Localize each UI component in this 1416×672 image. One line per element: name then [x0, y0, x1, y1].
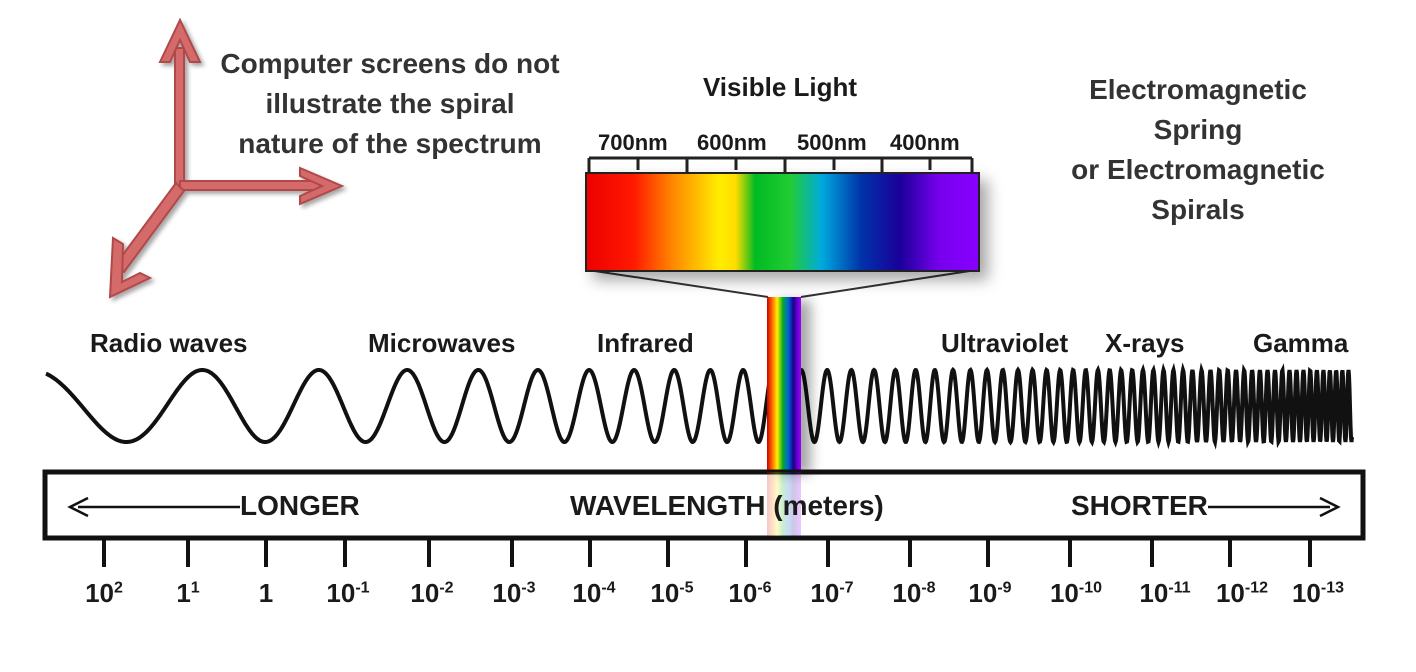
scale-exp: -5	[679, 579, 694, 597]
scale-label: 10-13	[1292, 578, 1344, 609]
scale-exp: -4	[601, 579, 616, 597]
visible-light-title: Visible Light	[702, 72, 858, 102]
longer-label: LONGER	[240, 490, 360, 521]
visible-spectrum-gradient	[585, 172, 980, 272]
visible-light-stripe	[767, 297, 801, 470]
band-microwaves: Microwaves	[368, 328, 516, 358]
em-note-line-3: or Electromagnetic	[1071, 154, 1325, 185]
wave-line	[45, 362, 1354, 450]
screens-note-line-3: nature of the spectrum	[238, 128, 542, 159]
scale-label: 10-10	[1050, 578, 1102, 609]
scale-base: 10	[1215, 578, 1245, 608]
scale-base: 10	[810, 578, 840, 608]
nm-label-500: 500nm	[797, 130, 867, 155]
scale-label: 10-7	[810, 578, 853, 609]
wavelength-label: WAVELENGTH (meters)	[570, 490, 884, 521]
scale-base: 10	[968, 578, 998, 608]
scale-base: 10	[1049, 578, 1079, 608]
scale-exp: -1	[355, 579, 370, 597]
scale-label: 10-12	[1216, 578, 1268, 609]
screens-note-line-1: Computer screens do not	[220, 48, 560, 79]
nm-label-400: 400nm	[890, 130, 960, 155]
nm-label-600: 600nm	[697, 130, 767, 155]
scale-label: 10-3	[492, 578, 535, 609]
em-note-line-1: Electromagnetic	[1089, 74, 1307, 105]
scale-base: 10	[572, 578, 602, 608]
scale-exp: -2	[439, 579, 454, 597]
band-infrared: Infrared	[597, 328, 694, 358]
scale-base: 10	[728, 578, 758, 608]
em-spring-note: Electromagnetic Spring or Electromagneti…	[1048, 70, 1348, 230]
scale-label: 11	[176, 578, 199, 609]
nm-label-700: 700nm	[598, 130, 668, 155]
screens-note: Computer screens do not illustrate the s…	[205, 44, 575, 164]
scale-base: 10	[326, 578, 356, 608]
scale-base: 10	[650, 578, 680, 608]
scale-label: 10-6	[728, 578, 771, 609]
scale-exp: 2	[114, 579, 123, 597]
scale-exp: -13	[1320, 579, 1345, 597]
scale-base: 1	[258, 578, 274, 608]
scale-base: 1	[176, 578, 191, 608]
scale-label: 1	[259, 578, 273, 609]
scale-base: 10	[1291, 578, 1321, 608]
scale-label: 10-2	[410, 578, 453, 609]
scale-exp: -7	[839, 579, 854, 597]
scale-exp: -9	[997, 579, 1012, 597]
scale-label: 10-8	[892, 578, 935, 609]
scale-exp: -12	[1244, 579, 1269, 597]
scale-label: 10-9	[968, 578, 1011, 609]
band-radio-waves: Radio waves	[90, 328, 248, 358]
scale-exp: -10	[1078, 579, 1103, 597]
scale-label: 10-5	[650, 578, 693, 609]
scale-exp: -8	[921, 579, 936, 597]
band-ultraviolet: Ultraviolet	[941, 328, 1069, 358]
shorter-label: SHORTER	[1071, 490, 1208, 521]
scale-base: 10	[1139, 578, 1169, 608]
scale-label: 10-11	[1139, 578, 1190, 609]
em-note-line-2: Spring	[1153, 114, 1243, 145]
scale-exp: -11	[1168, 579, 1191, 597]
visible-light-stripe-faded	[767, 472, 801, 536]
scale-label: 10-4	[572, 578, 615, 609]
scale-base: 10	[85, 578, 115, 608]
band-x-rays: X-rays	[1105, 328, 1185, 358]
band-gamma: Gamma	[1253, 328, 1349, 358]
scale-base: 10	[492, 578, 522, 608]
scale-exp: 1	[190, 579, 200, 597]
em-note-line-4: Spirals	[1151, 194, 1245, 225]
scale-base: 10	[410, 578, 440, 608]
screens-note-line-2: illustrate the spiral	[265, 88, 515, 119]
scale-label: 102	[85, 578, 123, 609]
scale-label: 10-1	[326, 578, 369, 609]
scale-exp: -3	[521, 579, 536, 597]
scale-base: 10	[892, 578, 922, 608]
scale-exp: -6	[757, 579, 772, 597]
